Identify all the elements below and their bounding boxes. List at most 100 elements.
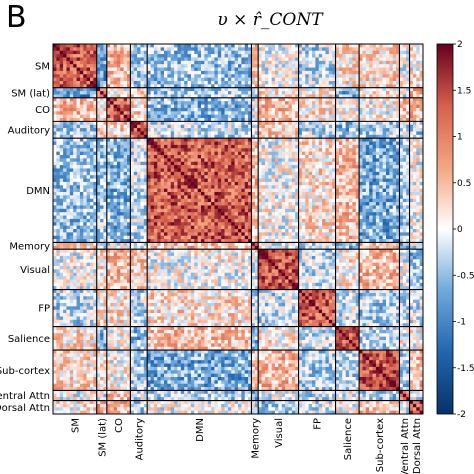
heatmap-cell — [372, 50, 377, 55]
heatmap-cell — [167, 60, 172, 65]
heatmap-cell — [362, 141, 367, 146]
heatmap-cell — [56, 118, 61, 122]
heatmap-cell — [298, 50, 303, 55]
heatmap-cell — [258, 57, 262, 62]
heatmap-cell — [301, 192, 306, 196]
heatmap-cell — [288, 74, 293, 78]
heatmap-cell — [130, 171, 135, 176]
heatmap-cell — [130, 91, 135, 95]
heatmap-cell — [288, 77, 293, 82]
heatmap-cell — [187, 188, 192, 193]
heatmap-cell — [379, 91, 383, 95]
heatmap-cell — [127, 101, 131, 105]
heatmap-cell — [301, 70, 306, 75]
heatmap-cell — [79, 104, 84, 109]
heatmap-cell — [63, 84, 67, 89]
heatmap-cell — [412, 138, 417, 142]
heatmap-cell — [83, 57, 87, 62]
heatmap-cell — [352, 144, 357, 149]
heatmap-cell — [392, 155, 397, 159]
heatmap-cell — [86, 70, 91, 75]
heatmap-cell — [174, 107, 178, 112]
heatmap-cell — [244, 144, 249, 149]
heatmap-cell — [127, 121, 131, 126]
heatmap-cell — [190, 60, 195, 65]
heatmap-cell — [174, 144, 178, 149]
heatmap-cell — [335, 74, 340, 78]
heatmap-cell — [342, 81, 346, 85]
heatmap-cell — [110, 107, 114, 112]
heatmap-cell — [116, 81, 121, 85]
heatmap-cell — [137, 148, 141, 152]
heatmap-cell — [325, 121, 330, 126]
heatmap-cell — [399, 171, 404, 176]
heatmap-cell — [396, 175, 400, 179]
heatmap-cell — [285, 141, 289, 146]
heatmap-cell — [264, 101, 269, 105]
heatmap-cell — [217, 134, 222, 139]
heatmap-cell — [100, 104, 104, 109]
heatmap-cell — [352, 114, 357, 119]
heatmap-cell — [180, 57, 185, 62]
heatmap-cell — [338, 101, 343, 105]
heatmap-cell — [116, 121, 121, 126]
heatmap-cell — [66, 67, 71, 72]
heatmap-cell — [241, 155, 246, 159]
heatmap-cell — [110, 124, 114, 129]
heatmap-cell — [322, 168, 326, 173]
heatmap-cell — [389, 138, 394, 142]
heatmap-cell — [174, 87, 178, 92]
heatmap-cell — [63, 77, 67, 82]
heatmap-cell — [234, 151, 239, 156]
heatmap-cell — [234, 188, 239, 193]
heatmap-cell — [83, 151, 87, 156]
heatmap-cell — [63, 64, 67, 68]
heatmap-cell — [214, 185, 219, 189]
heatmap-cell — [221, 141, 225, 146]
heatmap-cell — [103, 77, 108, 82]
heatmap-cell — [110, 141, 114, 146]
heatmap-cell — [409, 134, 414, 139]
heatmap-cell — [349, 47, 353, 52]
heatmap-cell — [298, 84, 303, 89]
heatmap-cell — [308, 94, 313, 99]
heatmap-cell — [342, 107, 346, 112]
heatmap-cell — [76, 185, 81, 189]
heatmap-cell — [288, 70, 293, 75]
heatmap-cell — [298, 178, 303, 183]
heatmap-cell — [328, 165, 333, 169]
heatmap-cell — [382, 101, 387, 105]
heatmap-cell — [174, 155, 178, 159]
heatmap-cell — [268, 181, 272, 186]
heatmap-cell — [278, 91, 283, 95]
heatmap-cell — [194, 111, 198, 115]
heatmap-cell — [194, 148, 198, 152]
heatmap-cell — [116, 141, 121, 146]
heatmap-cell — [241, 81, 246, 85]
heatmap-cell — [76, 121, 81, 126]
heatmap-cell — [231, 91, 235, 95]
heatmap-cell — [194, 195, 198, 200]
heatmap-cell — [69, 81, 74, 85]
heatmap-cell — [180, 134, 185, 139]
heatmap-cell — [271, 67, 276, 72]
heatmap-cell — [157, 128, 161, 132]
heatmap-cell — [369, 128, 373, 132]
heatmap-cell — [416, 134, 420, 139]
heatmap-cell — [389, 124, 394, 129]
heatmap-cell — [268, 50, 272, 55]
heatmap-cell — [251, 128, 256, 132]
heatmap-cell — [184, 192, 188, 196]
heatmap-cell — [73, 161, 77, 166]
heatmap-cell — [365, 144, 370, 149]
heatmap-cell — [402, 171, 407, 176]
heatmap-cell — [140, 60, 145, 65]
heatmap-cell — [372, 114, 377, 119]
heatmap-cell — [409, 168, 414, 173]
heatmap-cell — [184, 168, 188, 173]
heatmap-cell — [66, 144, 71, 149]
heatmap-cell — [120, 57, 124, 62]
heatmap-cell — [147, 50, 151, 55]
heatmap-cell — [338, 148, 343, 152]
heatmap-cell — [248, 178, 252, 183]
